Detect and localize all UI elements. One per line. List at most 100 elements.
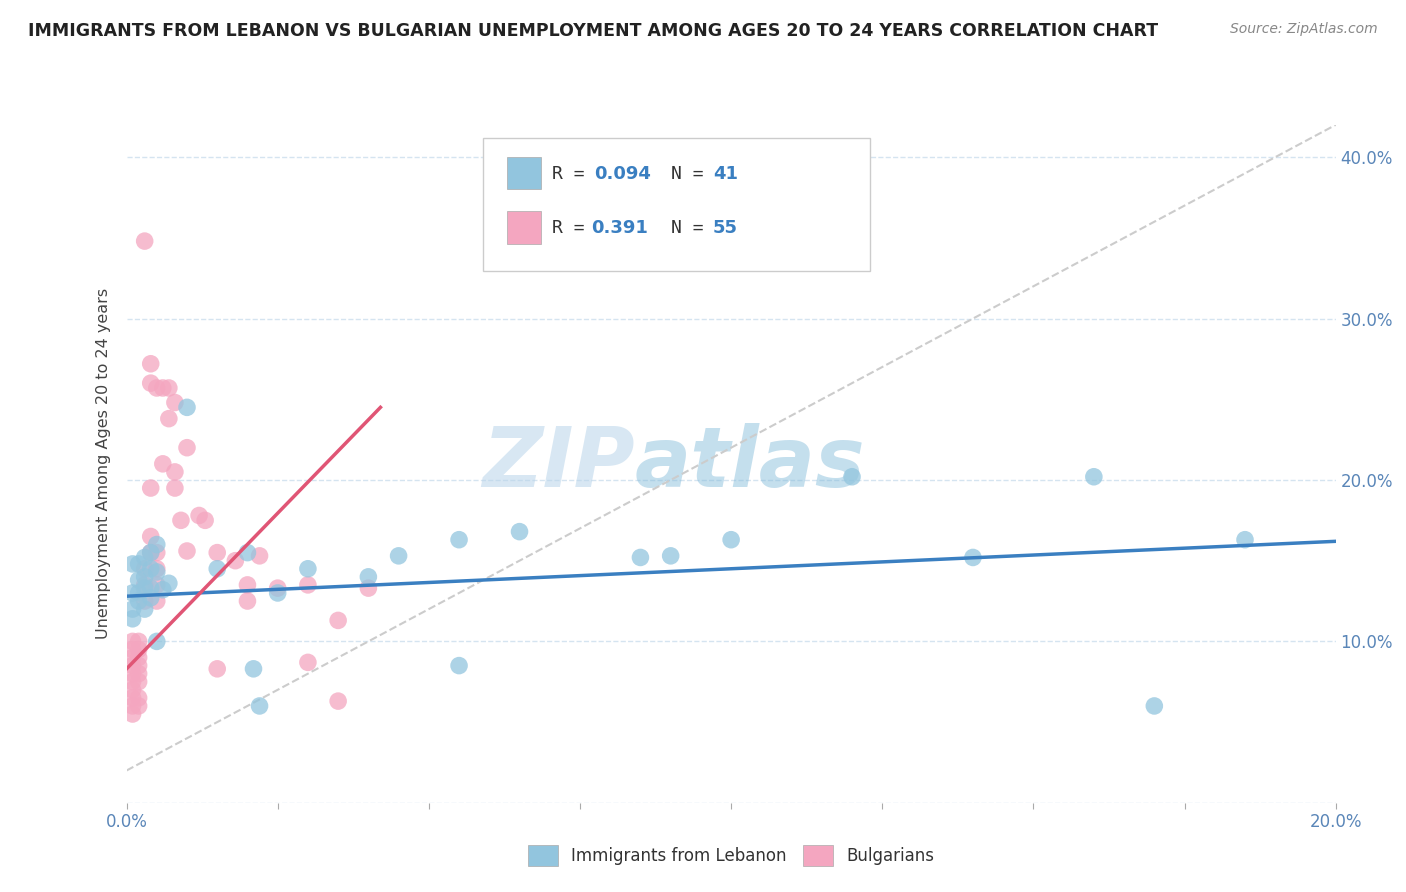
Point (152, 381, 174, 395)
Text: 55: 55 (713, 219, 738, 237)
Text: 0.391: 0.391 (591, 219, 648, 237)
Point (146, 594, 169, 608)
Point (134, 578, 156, 592)
Point (157, 381, 180, 395)
Point (128, 594, 150, 608)
Point (121, 634, 143, 648)
Point (128, 698, 150, 713)
Point (326, 614, 350, 628)
Point (139, 562, 162, 576)
Point (134, 234, 156, 248)
Point (128, 557, 150, 571)
Point (205, 662, 228, 676)
Point (152, 457, 174, 471)
Point (447, 658, 470, 673)
Point (267, 581, 290, 595)
Point (121, 698, 143, 713)
Point (146, 546, 169, 560)
Point (841, 469, 863, 483)
Point (962, 550, 984, 565)
Point (146, 634, 169, 648)
Point (357, 570, 380, 584)
Point (128, 573, 150, 587)
Point (242, 662, 264, 676)
Point (128, 658, 150, 673)
Point (139, 546, 162, 560)
Bar (508, 157, 541, 189)
Point (128, 650, 150, 665)
Point (139, 357, 162, 371)
Point (139, 581, 162, 595)
Point (163, 481, 186, 495)
Point (121, 674, 143, 689)
Point (249, 698, 271, 713)
Point (128, 674, 150, 689)
Point (630, 550, 652, 565)
Point (176, 544, 198, 558)
Point (1083, 469, 1105, 483)
Text: atlas: atlas (634, 424, 865, 504)
Text: ZIP: ZIP (482, 424, 634, 504)
Point (128, 586, 150, 600)
Point (205, 546, 228, 560)
Point (236, 578, 259, 592)
Point (128, 666, 150, 681)
Text: R =: R = (553, 165, 596, 183)
Point (139, 546, 162, 560)
Point (188, 508, 211, 523)
Point (134, 570, 156, 584)
Point (267, 586, 290, 600)
Point (134, 602, 156, 616)
Point (357, 581, 380, 595)
Point (236, 594, 259, 608)
Point (152, 582, 174, 597)
Point (121, 682, 143, 697)
Point (139, 481, 162, 495)
Point (157, 576, 180, 591)
Point (447, 533, 470, 547)
Point (388, 549, 411, 563)
Point (157, 411, 180, 425)
Point (659, 549, 682, 563)
Point (194, 513, 217, 527)
Point (134, 594, 156, 608)
Point (139, 591, 162, 605)
Point (139, 529, 162, 543)
Point (205, 562, 228, 576)
Point (176, 401, 198, 415)
Point (1234, 533, 1257, 547)
Point (163, 395, 186, 409)
Point (249, 549, 271, 563)
Legend: Immigrants from Lebanon, Bulgarians: Immigrants from Lebanon, Bulgarians (522, 838, 941, 872)
FancyBboxPatch shape (484, 138, 870, 270)
Point (121, 602, 143, 616)
Bar (508, 211, 541, 244)
Point (128, 634, 150, 648)
Point (139, 376, 162, 391)
Point (121, 642, 143, 657)
Text: N =: N = (671, 165, 714, 183)
Point (720, 533, 742, 547)
Point (121, 706, 143, 721)
Point (297, 578, 319, 592)
Point (121, 586, 143, 600)
Text: 41: 41 (713, 165, 738, 183)
Point (236, 546, 259, 560)
Point (121, 690, 143, 705)
Point (128, 642, 150, 657)
Point (121, 650, 143, 665)
Text: IMMIGRANTS FROM LEBANON VS BULGARIAN UNEMPLOYMENT AMONG AGES 20 TO 24 YEARS CORR: IMMIGRANTS FROM LEBANON VS BULGARIAN UNE… (28, 22, 1159, 40)
Point (146, 537, 169, 551)
Point (224, 554, 246, 568)
Text: 0.094: 0.094 (595, 165, 651, 183)
Point (146, 565, 169, 579)
Y-axis label: Unemployment Among Ages 20 to 24 years: Unemployment Among Ages 20 to 24 years (96, 288, 111, 640)
Point (146, 578, 169, 592)
Point (163, 465, 186, 479)
Point (128, 690, 150, 705)
Point (297, 562, 319, 576)
Point (121, 557, 143, 571)
Point (297, 656, 319, 670)
Point (509, 524, 531, 539)
Point (121, 612, 143, 626)
